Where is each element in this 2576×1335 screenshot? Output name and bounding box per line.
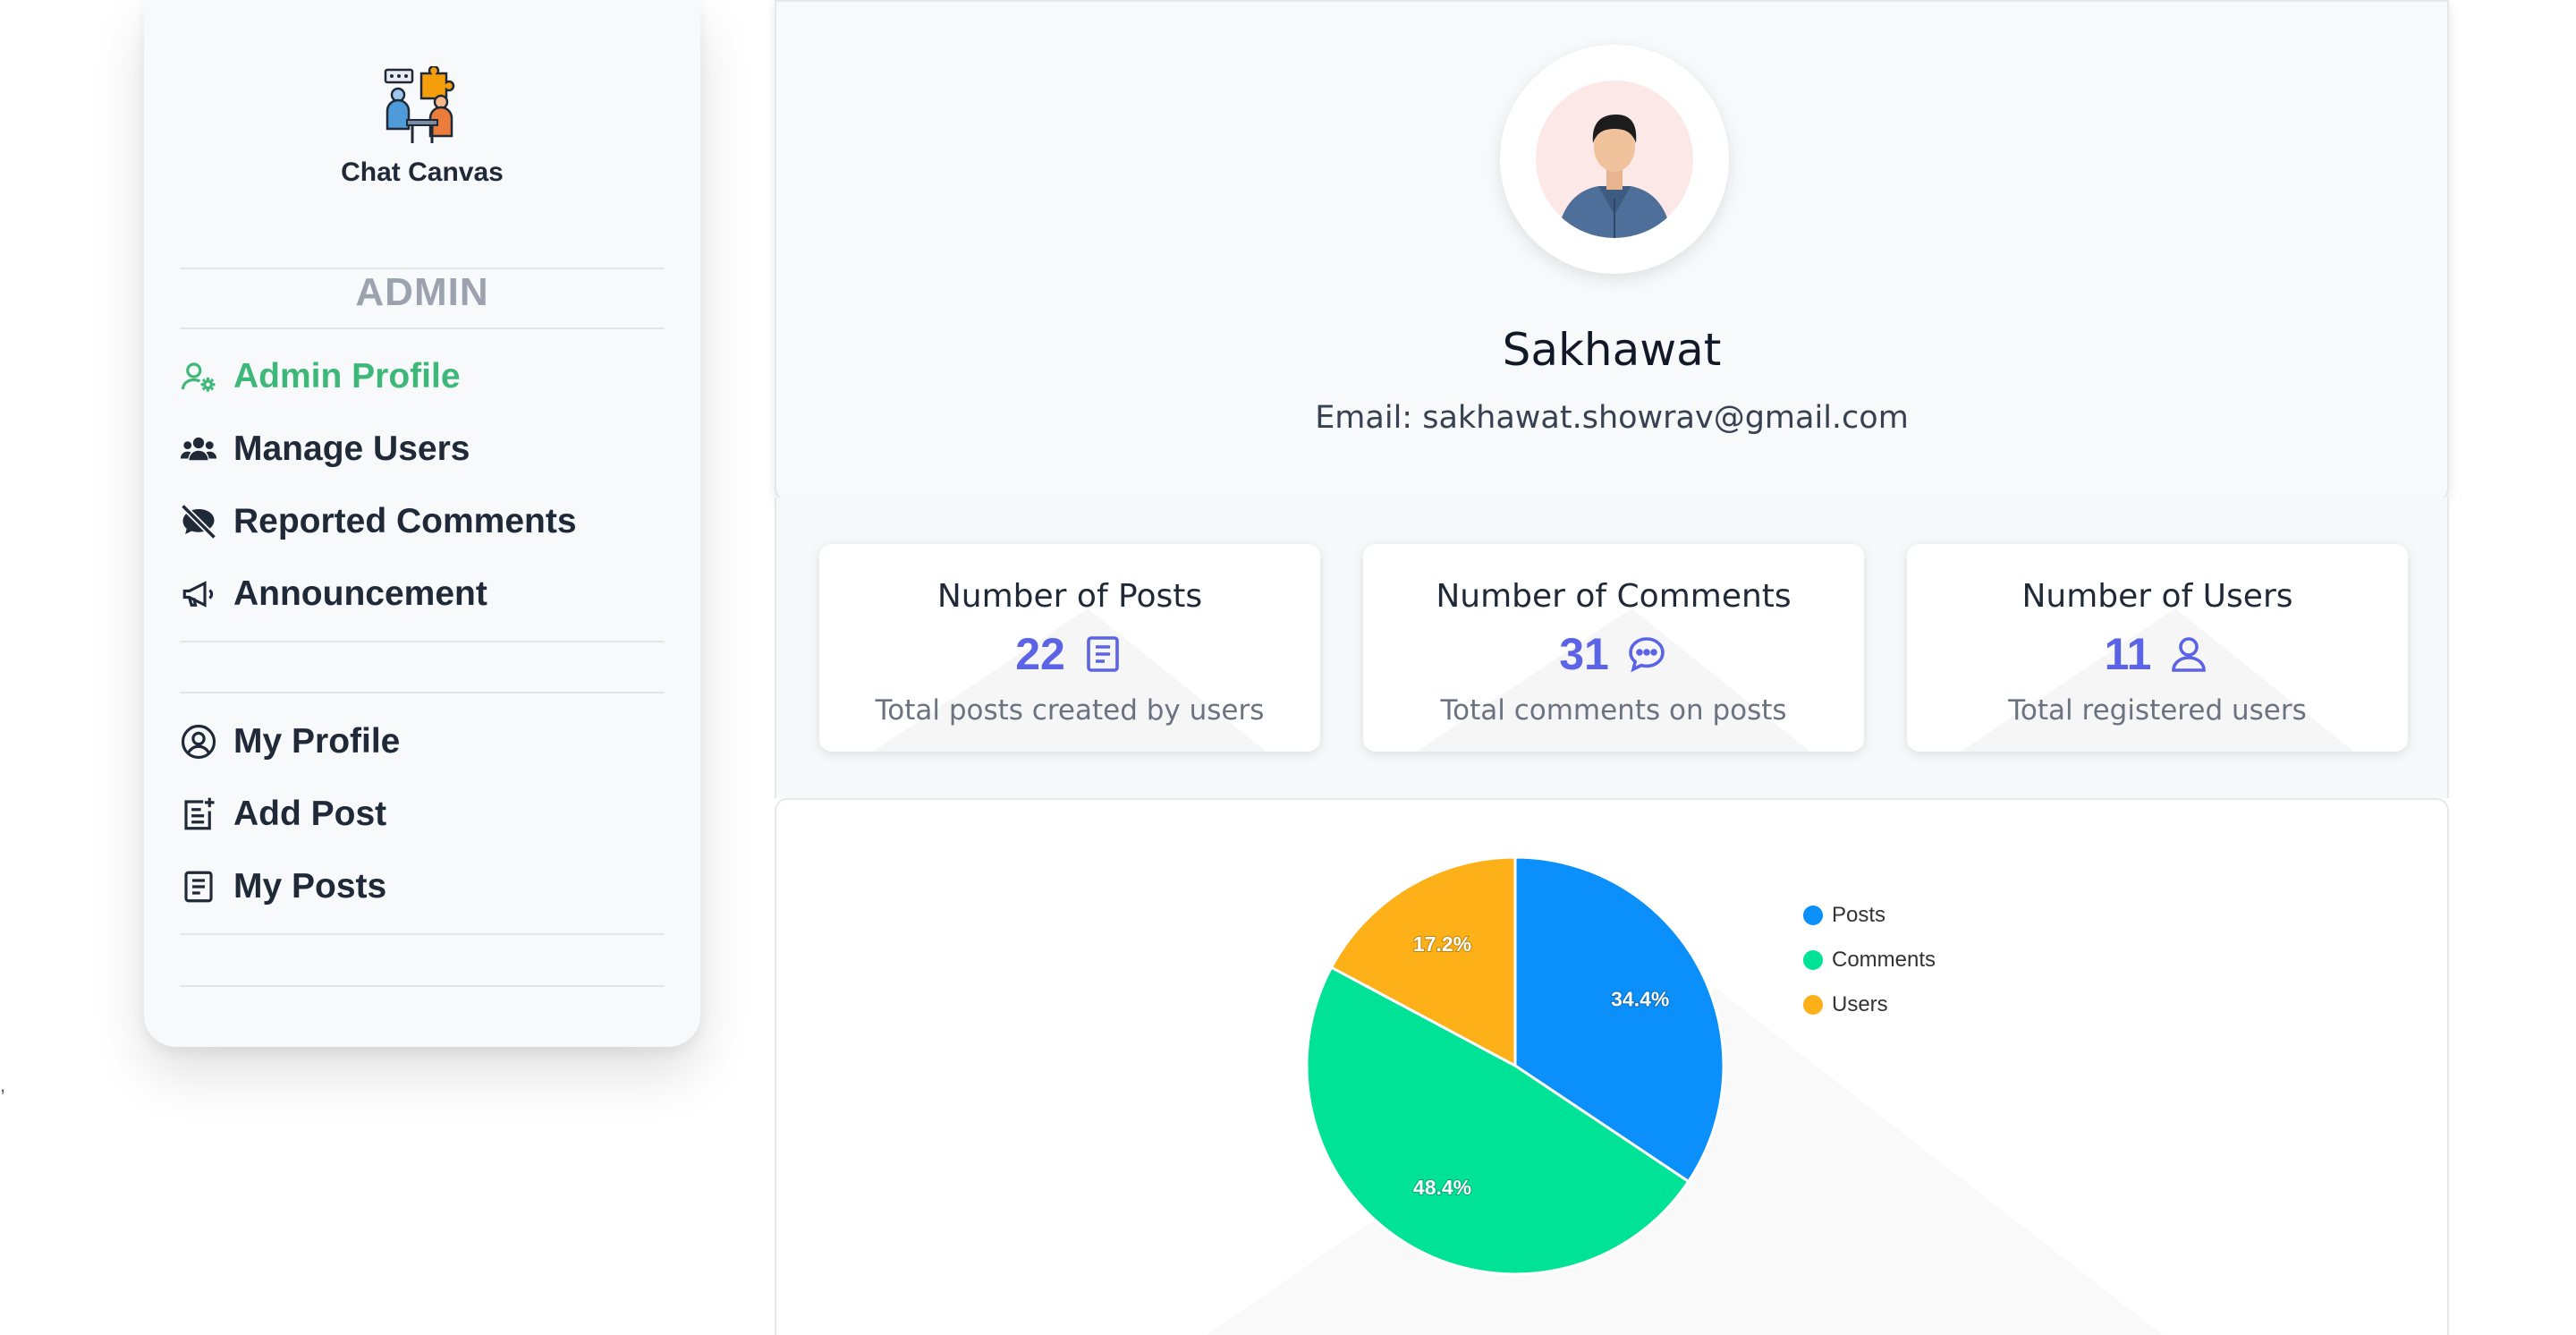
legend-item-comments[interactable]: Comments xyxy=(1803,938,1936,982)
sidebar-item-my-posts[interactable]: My Posts xyxy=(180,860,386,914)
legend-marker xyxy=(1803,906,1823,925)
comment-slash-icon xyxy=(181,504,216,540)
sidebar-item-announcement[interactable]: Announcement xyxy=(180,567,487,621)
stat-card-posts: Number of Posts 22 Total posts created b… xyxy=(819,544,1320,752)
stat-value: 22 xyxy=(1015,629,1065,679)
sidebar: Chat Canvas ADMIN Admin Profile Manage U… xyxy=(144,0,700,1047)
legend-label: Comments xyxy=(1832,948,1936,972)
user-gear-icon xyxy=(181,362,216,392)
legend-marker xyxy=(1803,950,1823,970)
divider xyxy=(180,692,665,693)
user-circle-icon xyxy=(181,724,216,760)
legend-marker xyxy=(1803,995,1823,1015)
sidebar-item-label: Add Post xyxy=(233,795,387,833)
sidebar-item-add-post[interactable]: Add Post xyxy=(180,787,386,841)
section-title-admin: ADMIN xyxy=(355,270,489,314)
legend-item-posts[interactable]: Posts xyxy=(1803,893,1936,938)
stat-description: Total posts created by users xyxy=(875,694,1265,727)
document-icon xyxy=(184,871,213,903)
sidebar-item-label: Manage Users xyxy=(233,429,470,468)
divider xyxy=(180,641,665,642)
profile-name: Sakhawat xyxy=(1502,324,1722,376)
card-background-shape xyxy=(1417,608,1810,752)
legend-label: Users xyxy=(1832,992,1888,1016)
card-background-shape xyxy=(873,608,1267,752)
stat-value-row: 22 xyxy=(819,628,1320,680)
stat-title: Number of Users xyxy=(2021,578,2293,615)
pie-data-label: 48.4% xyxy=(1413,1176,1471,1199)
card-background-shape xyxy=(1961,608,2354,752)
sidebar-item-manage-users[interactable]: Manage Users xyxy=(180,422,470,476)
avatar[interactable] xyxy=(1500,45,1729,274)
add-post-icon xyxy=(184,797,215,830)
stray-mark: , xyxy=(0,1074,6,1096)
users-icon xyxy=(180,437,217,461)
pie-data-label: 17.2% xyxy=(1413,932,1471,956)
avatar-image xyxy=(1536,81,1693,238)
person-illustration xyxy=(1557,115,1672,238)
brand-name: Chat Canvas xyxy=(341,157,504,187)
pie-data-label: 34.4% xyxy=(1611,987,1669,1010)
stat-card-users: Number of Users 11 Total registered user… xyxy=(1907,544,2408,752)
stat-value-row: 11 xyxy=(1907,628,2408,680)
divider xyxy=(180,985,665,987)
legend-label: Posts xyxy=(1832,903,1886,927)
sidebar-item-admin-profile[interactable]: Admin Profile xyxy=(180,350,461,404)
chat-bubble-icon xyxy=(1629,637,1665,673)
megaphone-icon xyxy=(182,581,214,608)
stats-section: Number of Posts 22 Total posts created b… xyxy=(775,497,2449,798)
stat-title: Number of Comments xyxy=(1436,578,1792,615)
chart-card: 34.4% 48.4% 17.2% Posts Comments Users xyxy=(775,798,2449,1335)
stat-value: 31 xyxy=(1559,629,1609,679)
stat-card-comments: Number of Comments 31 Total comments on … xyxy=(1363,544,1864,752)
sidebar-item-label: Announcement xyxy=(233,574,487,613)
divider xyxy=(180,327,665,329)
pie-slice-users[interactable] xyxy=(1329,855,1517,1068)
stat-value-row: 31 xyxy=(1363,628,1864,680)
document-icon xyxy=(1087,636,1119,672)
stat-description: Total registered users xyxy=(2008,694,2307,727)
stat-description: Total comments on posts xyxy=(1440,694,1787,727)
profile-card: Sakhawat Email: sakhawat.showrav@gmail.c… xyxy=(775,0,2449,501)
profile-email: Email: sakhawat.showrav@gmail.com xyxy=(1315,400,1909,436)
divider xyxy=(180,933,665,935)
sidebar-item-label: Reported Comments xyxy=(233,502,577,540)
brand[interactable]: Chat Canvas xyxy=(144,66,700,188)
sidebar-item-label: My Profile xyxy=(233,722,401,761)
chat-canvas-logo xyxy=(384,66,455,143)
sidebar-item-label: Admin Profile xyxy=(233,357,461,395)
user-icon xyxy=(2172,637,2207,672)
sidebar-item-my-profile[interactable]: My Profile xyxy=(180,715,400,769)
stat-title: Number of Posts xyxy=(936,578,1203,615)
chart-legend: Posts Comments Users xyxy=(1803,893,1936,1027)
pie-slice-comments[interactable] xyxy=(1305,965,1690,1276)
sidebar-item-reported-comments[interactable]: Reported Comments xyxy=(180,495,577,548)
stat-value: 11 xyxy=(2104,629,2152,679)
divider xyxy=(180,268,665,269)
legend-item-users[interactable]: Users xyxy=(1803,982,1936,1027)
pie-chart: 34.4% 48.4% 17.2% xyxy=(1305,855,1725,1276)
sidebar-item-label: My Posts xyxy=(233,867,387,906)
